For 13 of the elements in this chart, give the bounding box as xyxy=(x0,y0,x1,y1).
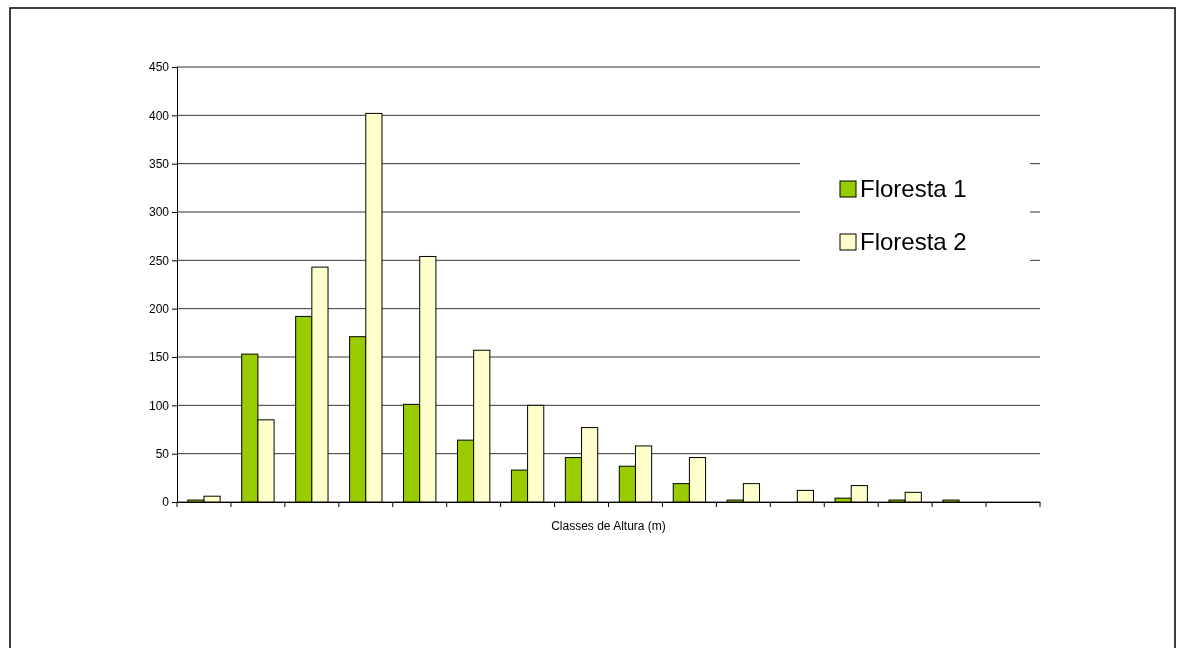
y-tick-label: 50 xyxy=(155,447,170,462)
y-tick-label: 0 xyxy=(162,495,170,510)
y-tick-label: 400 xyxy=(148,108,170,123)
y-tick-label: 450 xyxy=(148,60,170,75)
x-axis-title: Classes de Altura (m) xyxy=(551,519,666,533)
legend-label: Floresta 1 xyxy=(860,175,967,202)
legend-label: Floresta 2 xyxy=(860,228,967,255)
y-tick-label: 300 xyxy=(148,205,170,220)
y-tick-label: 150 xyxy=(148,350,170,365)
y-tick-label: 200 xyxy=(148,302,170,317)
y-tick-label: 350 xyxy=(148,157,170,172)
y-tick-label: 250 xyxy=(148,253,170,268)
y-tick-label: 100 xyxy=(148,398,170,413)
